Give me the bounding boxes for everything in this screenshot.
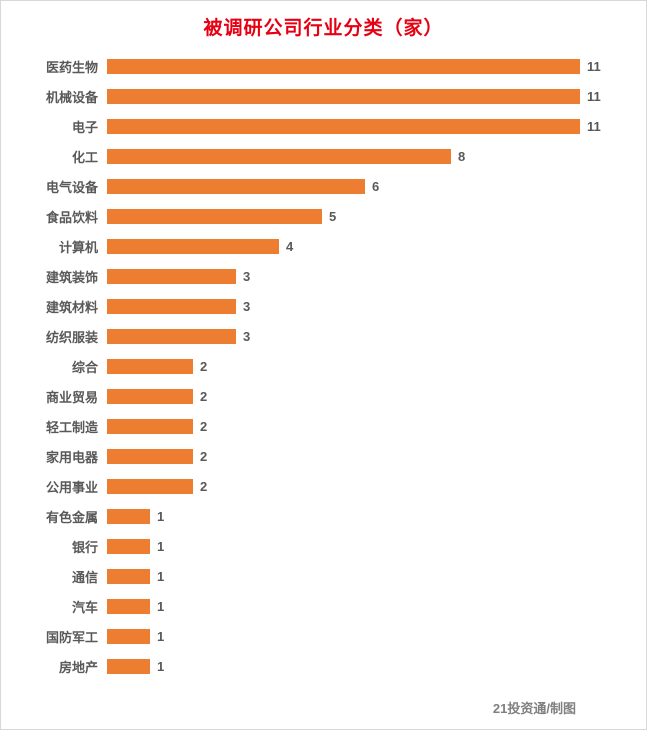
category-label: 机械设备 xyxy=(45,89,98,105)
bar-row: 综合 2 xyxy=(1,351,646,381)
category-label: 医药生物 xyxy=(45,59,98,75)
category-label: 食品饮料 xyxy=(45,209,98,225)
value-label: 3 xyxy=(243,298,251,314)
bar-row: 电子 11 xyxy=(1,111,646,141)
chart-title: 被调研公司行业分类（家） xyxy=(203,18,444,39)
value-label: 8 xyxy=(458,148,466,164)
bar-row: 食品饮料 5 xyxy=(1,201,646,231)
bar-rows: 医药生物 11 机械设备 11 电子 11 化工 8 电气设备 6 食品饮料 5 计算机 4 建筑装饰 3 建筑… xyxy=(1,51,646,681)
bar xyxy=(107,328,236,344)
bar-row: 化工 8 xyxy=(1,141,646,171)
bar xyxy=(107,358,193,374)
bar xyxy=(107,628,150,644)
bar-row: 公用事业 2 xyxy=(1,471,646,501)
bar-row: 建筑装饰 3 xyxy=(1,261,646,291)
value-label: 5 xyxy=(329,208,337,224)
bar xyxy=(107,568,150,584)
category-label: 商业贸易 xyxy=(45,389,98,405)
category-label: 化工 xyxy=(71,149,98,165)
bar-row: 计算机 4 xyxy=(1,231,646,261)
category-label: 轻工制造 xyxy=(45,419,98,435)
value-label: 11 xyxy=(587,88,601,104)
category-label: 建筑材料 xyxy=(45,299,98,315)
bar xyxy=(107,298,236,314)
bar-row: 医药生物 11 xyxy=(1,51,646,81)
bar xyxy=(107,148,451,164)
category-label: 银行 xyxy=(71,539,98,555)
value-label: 2 xyxy=(200,478,208,494)
value-label: 3 xyxy=(243,328,251,344)
bar-row: 轻工制造 2 xyxy=(1,411,646,441)
bar xyxy=(107,658,150,674)
bar-row: 国防军工 1 xyxy=(1,621,646,651)
category-label: 公用事业 xyxy=(45,479,98,495)
bar-row: 房地产 1 xyxy=(1,651,646,681)
bar-row: 电气设备 6 xyxy=(1,171,646,201)
value-label: 6 xyxy=(372,178,380,194)
category-label: 建筑装饰 xyxy=(45,269,98,285)
category-label: 房地产 xyxy=(58,659,98,675)
category-label: 电气设备 xyxy=(45,179,98,195)
category-label: 纺织服装 xyxy=(45,329,98,345)
value-label: 2 xyxy=(200,448,208,464)
category-label: 有色金属 xyxy=(45,509,98,525)
value-label: 2 xyxy=(200,418,208,434)
bar-row: 家用电器 2 xyxy=(1,441,646,471)
bar xyxy=(107,118,580,134)
bar xyxy=(107,88,580,104)
bar-row: 纺织服装 3 xyxy=(1,321,646,351)
value-label: 2 xyxy=(200,358,208,374)
bar xyxy=(107,508,150,524)
value-label: 1 xyxy=(157,508,165,524)
category-label: 家用电器 xyxy=(45,449,98,465)
value-label: 1 xyxy=(157,598,165,614)
bar-row: 建筑材料 3 xyxy=(1,291,646,321)
value-label: 1 xyxy=(157,628,165,644)
value-label: 11 xyxy=(587,118,601,134)
bar-row: 商业贸易 2 xyxy=(1,381,646,411)
bar-row: 银行 1 xyxy=(1,531,646,561)
category-label: 计算机 xyxy=(58,239,98,255)
bar-row: 通信 1 xyxy=(1,561,646,591)
bar xyxy=(107,598,150,614)
bar xyxy=(107,238,279,254)
bar-row: 有色金属 1 xyxy=(1,501,646,531)
bar xyxy=(107,178,365,194)
credit-label: 21投资通/制图 xyxy=(492,701,576,716)
bar xyxy=(107,538,150,554)
bar xyxy=(107,58,580,74)
bar xyxy=(107,478,193,494)
value-label: 11 xyxy=(587,58,601,74)
category-label: 电子 xyxy=(71,119,98,135)
bar xyxy=(107,208,322,224)
value-label: 1 xyxy=(157,538,165,554)
bar xyxy=(107,448,193,464)
value-label: 3 xyxy=(243,268,251,284)
category-label: 综合 xyxy=(71,359,98,375)
category-label: 通信 xyxy=(71,569,98,585)
value-label: 1 xyxy=(157,568,165,584)
bar xyxy=(107,388,193,404)
bar-row: 机械设备 11 xyxy=(1,81,646,111)
value-label: 2 xyxy=(200,388,208,404)
category-label: 国防军工 xyxy=(45,629,98,645)
bar xyxy=(107,418,193,434)
bar-row: 汽车 1 xyxy=(1,591,646,621)
category-label: 汽车 xyxy=(71,599,98,615)
bar xyxy=(107,268,236,284)
value-label: 1 xyxy=(157,658,165,674)
value-label: 4 xyxy=(286,238,294,254)
